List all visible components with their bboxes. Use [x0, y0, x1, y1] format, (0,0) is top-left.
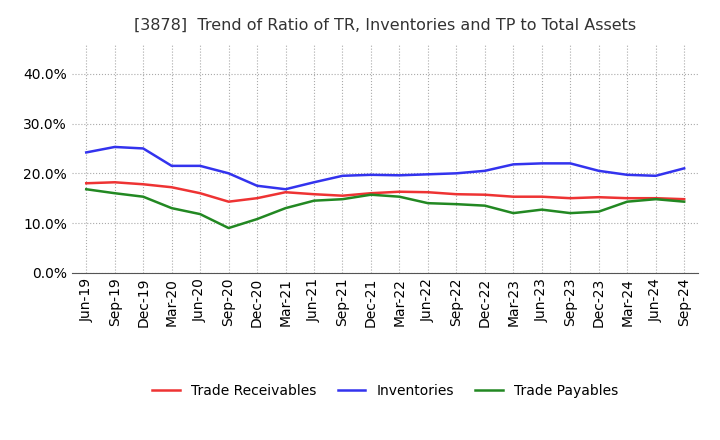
Trade Receivables: [595, 194, 603, 200]
Trade Payables: [338, 197, 347, 202]
Inventories: [509, 162, 518, 167]
Trade Receivables: [225, 199, 233, 204]
Inventories: [110, 144, 119, 150]
Trade Payables: [509, 210, 518, 216]
Line: Inventories: Inventories: [86, 147, 684, 189]
Trade Payables: [139, 194, 148, 199]
Trade Receivables: [480, 192, 489, 198]
Trade Receivables: [423, 190, 432, 195]
Inventories: [452, 171, 461, 176]
Trade Payables: [537, 207, 546, 212]
Line: Trade Payables: Trade Payables: [86, 189, 684, 228]
Trade Receivables: [282, 190, 290, 195]
Inventories: [423, 172, 432, 177]
Inventories: [652, 173, 660, 179]
Trade Receivables: [652, 195, 660, 201]
Trade Receivables: [452, 191, 461, 197]
Inventories: [537, 161, 546, 166]
Trade Payables: [623, 199, 631, 204]
Trade Receivables: [310, 191, 318, 197]
Trade Receivables: [338, 193, 347, 198]
Trade Payables: [310, 198, 318, 203]
Trade Receivables: [366, 191, 375, 196]
Inventories: [366, 172, 375, 177]
Trade Receivables: [680, 197, 688, 202]
Trade Receivables: [509, 194, 518, 199]
Line: Trade Receivables: Trade Receivables: [86, 182, 684, 202]
Trade Payables: [366, 192, 375, 198]
Inventories: [282, 187, 290, 192]
Title: [3878]  Trend of Ratio of TR, Inventories and TP to Total Assets: [3878] Trend of Ratio of TR, Inventories…: [134, 18, 636, 33]
Inventories: [139, 146, 148, 151]
Trade Payables: [110, 191, 119, 196]
Trade Receivables: [395, 189, 404, 194]
Inventories: [196, 163, 204, 169]
Trade Payables: [253, 216, 261, 222]
Trade Receivables: [196, 191, 204, 196]
Trade Payables: [82, 187, 91, 192]
Trade Receivables: [566, 195, 575, 201]
Trade Payables: [680, 199, 688, 204]
Inventories: [225, 171, 233, 176]
Trade Receivables: [623, 195, 631, 201]
Inventories: [480, 168, 489, 173]
Trade Payables: [480, 203, 489, 208]
Inventories: [395, 172, 404, 178]
Inventories: [310, 180, 318, 185]
Inventories: [680, 166, 688, 171]
Trade Receivables: [139, 182, 148, 187]
Trade Receivables: [253, 195, 261, 201]
Inventories: [338, 173, 347, 179]
Trade Receivables: [82, 181, 91, 186]
Inventories: [566, 161, 575, 166]
Trade Payables: [652, 197, 660, 202]
Inventories: [595, 168, 603, 173]
Trade Payables: [595, 209, 603, 214]
Trade Payables: [395, 194, 404, 199]
Trade Payables: [196, 212, 204, 217]
Trade Receivables: [537, 194, 546, 199]
Legend: Trade Receivables, Inventories, Trade Payables: Trade Receivables, Inventories, Trade Pa…: [147, 378, 624, 403]
Trade Receivables: [167, 185, 176, 190]
Inventories: [82, 150, 91, 155]
Trade Payables: [282, 205, 290, 211]
Trade Payables: [167, 205, 176, 211]
Inventories: [167, 163, 176, 169]
Trade Payables: [452, 202, 461, 207]
Inventories: [623, 172, 631, 177]
Trade Receivables: [110, 180, 119, 185]
Trade Payables: [423, 201, 432, 206]
Inventories: [253, 183, 261, 188]
Trade Payables: [225, 225, 233, 231]
Trade Payables: [566, 210, 575, 216]
